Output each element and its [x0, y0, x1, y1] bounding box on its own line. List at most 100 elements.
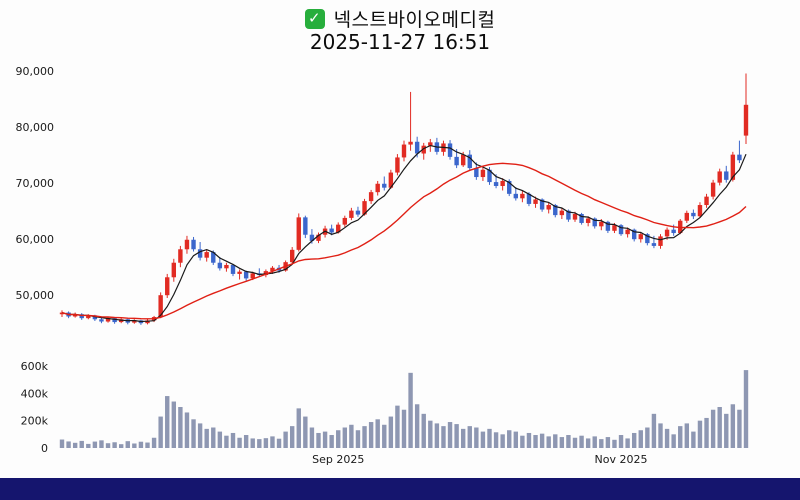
candle-body — [724, 171, 729, 180]
bottom-navy-bar — [0, 478, 800, 500]
volume-bar — [520, 435, 525, 448]
volume-bar — [322, 431, 328, 448]
volume-bar — [434, 423, 440, 448]
candle-body — [651, 243, 657, 246]
volume-bar — [138, 441, 144, 448]
candle-body — [599, 221, 604, 227]
volume-bar — [368, 422, 374, 448]
volume-bar — [585, 438, 591, 448]
volume-bar — [362, 426, 367, 448]
candle-body — [191, 239, 196, 250]
chart-title-row: ✓ 넥스트바이오메디컬 — [0, 5, 800, 32]
candlestick-series — [59, 73, 749, 325]
candle-body — [658, 236, 663, 246]
volume-bar — [592, 436, 597, 448]
volume-bar — [250, 438, 255, 448]
candle-body — [79, 314, 84, 319]
price-axis-label: 90,000 — [16, 65, 55, 78]
candle-body — [171, 262, 177, 278]
candle-body — [618, 225, 624, 235]
candle-body — [500, 180, 505, 186]
candle-body — [585, 218, 591, 223]
candle-body — [296, 217, 301, 250]
candle-body — [421, 145, 426, 154]
volume-bar — [421, 413, 426, 448]
candle-body — [368, 192, 374, 202]
candle-body — [566, 210, 571, 220]
volume-bar — [217, 431, 223, 448]
candle-body — [99, 319, 104, 322]
volume-bar — [658, 423, 663, 448]
volume-bar — [296, 408, 301, 448]
volume-bar — [704, 417, 709, 448]
candle-body — [382, 183, 387, 188]
volume-bar — [697, 420, 703, 448]
volume-bar — [467, 426, 472, 448]
candle-body — [480, 169, 486, 178]
volume-bar — [72, 442, 78, 448]
volume-bar — [303, 416, 308, 448]
candle-body — [579, 214, 584, 223]
candle-body — [625, 229, 630, 235]
candle-body — [447, 143, 453, 157]
candle-body — [112, 318, 117, 323]
candle-body — [204, 252, 209, 258]
candle-body — [460, 154, 466, 166]
fast-ma-line — [61, 144, 747, 323]
price-axis-label: 80,000 — [16, 121, 55, 134]
candle-body — [710, 182, 716, 197]
volume-bar — [125, 441, 130, 448]
candle-body — [487, 169, 492, 183]
volume-bar — [539, 433, 545, 448]
candle-body — [178, 249, 183, 263]
volume-bar — [691, 431, 696, 448]
candle-body — [329, 228, 334, 233]
volume-bar — [743, 370, 749, 448]
volume-bar — [263, 438, 269, 448]
volume-bar — [717, 407, 722, 448]
volume-bar — [211, 427, 216, 448]
candle-body — [132, 320, 137, 323]
volume-bar — [257, 439, 262, 448]
candle-body — [197, 249, 203, 258]
candle-body — [224, 264, 229, 269]
candle-body — [59, 312, 65, 315]
candle-body — [513, 193, 519, 199]
candle-body — [467, 154, 472, 169]
candle-body — [270, 267, 275, 272]
candle-body — [217, 262, 223, 269]
candle-body — [86, 315, 91, 319]
price-chart: 90,000 80,000 70,000 60,000 50,000 — [16, 65, 749, 325]
volume-bar — [664, 428, 670, 448]
volume-bar — [737, 409, 742, 448]
volume-bar — [507, 430, 512, 448]
volume-bar — [276, 438, 282, 448]
volume-bar — [684, 423, 690, 448]
volume-bar — [487, 428, 492, 448]
candle-body — [105, 318, 111, 322]
candle-body — [526, 193, 532, 204]
candle-body — [72, 314, 78, 317]
candle-body — [638, 234, 643, 240]
candle-body — [507, 180, 512, 194]
volume-bar — [118, 444, 124, 448]
candle-body — [289, 249, 295, 263]
candle-body — [474, 168, 479, 178]
candle-body — [428, 142, 433, 146]
candle-body — [743, 104, 749, 136]
x-axis-label: Nov 2025 — [595, 453, 648, 466]
volume-bar — [151, 437, 157, 448]
volume-axis-label: 600k — [21, 360, 49, 373]
candle-body — [539, 199, 545, 210]
volume-chart-pane: 600k 400k 200k 0 Sep 2025 Nov 2025 — [0, 360, 800, 478]
volume-bar — [289, 426, 295, 448]
volume-axis-label: 400k — [21, 387, 49, 400]
volume-bar — [355, 430, 361, 448]
volume-bar — [86, 443, 91, 448]
candle-body — [230, 264, 236, 274]
candle-body — [737, 154, 742, 161]
volume-axis-label: 0 — [41, 442, 48, 455]
candle-body — [184, 239, 190, 250]
candle-body — [493, 182, 499, 186]
